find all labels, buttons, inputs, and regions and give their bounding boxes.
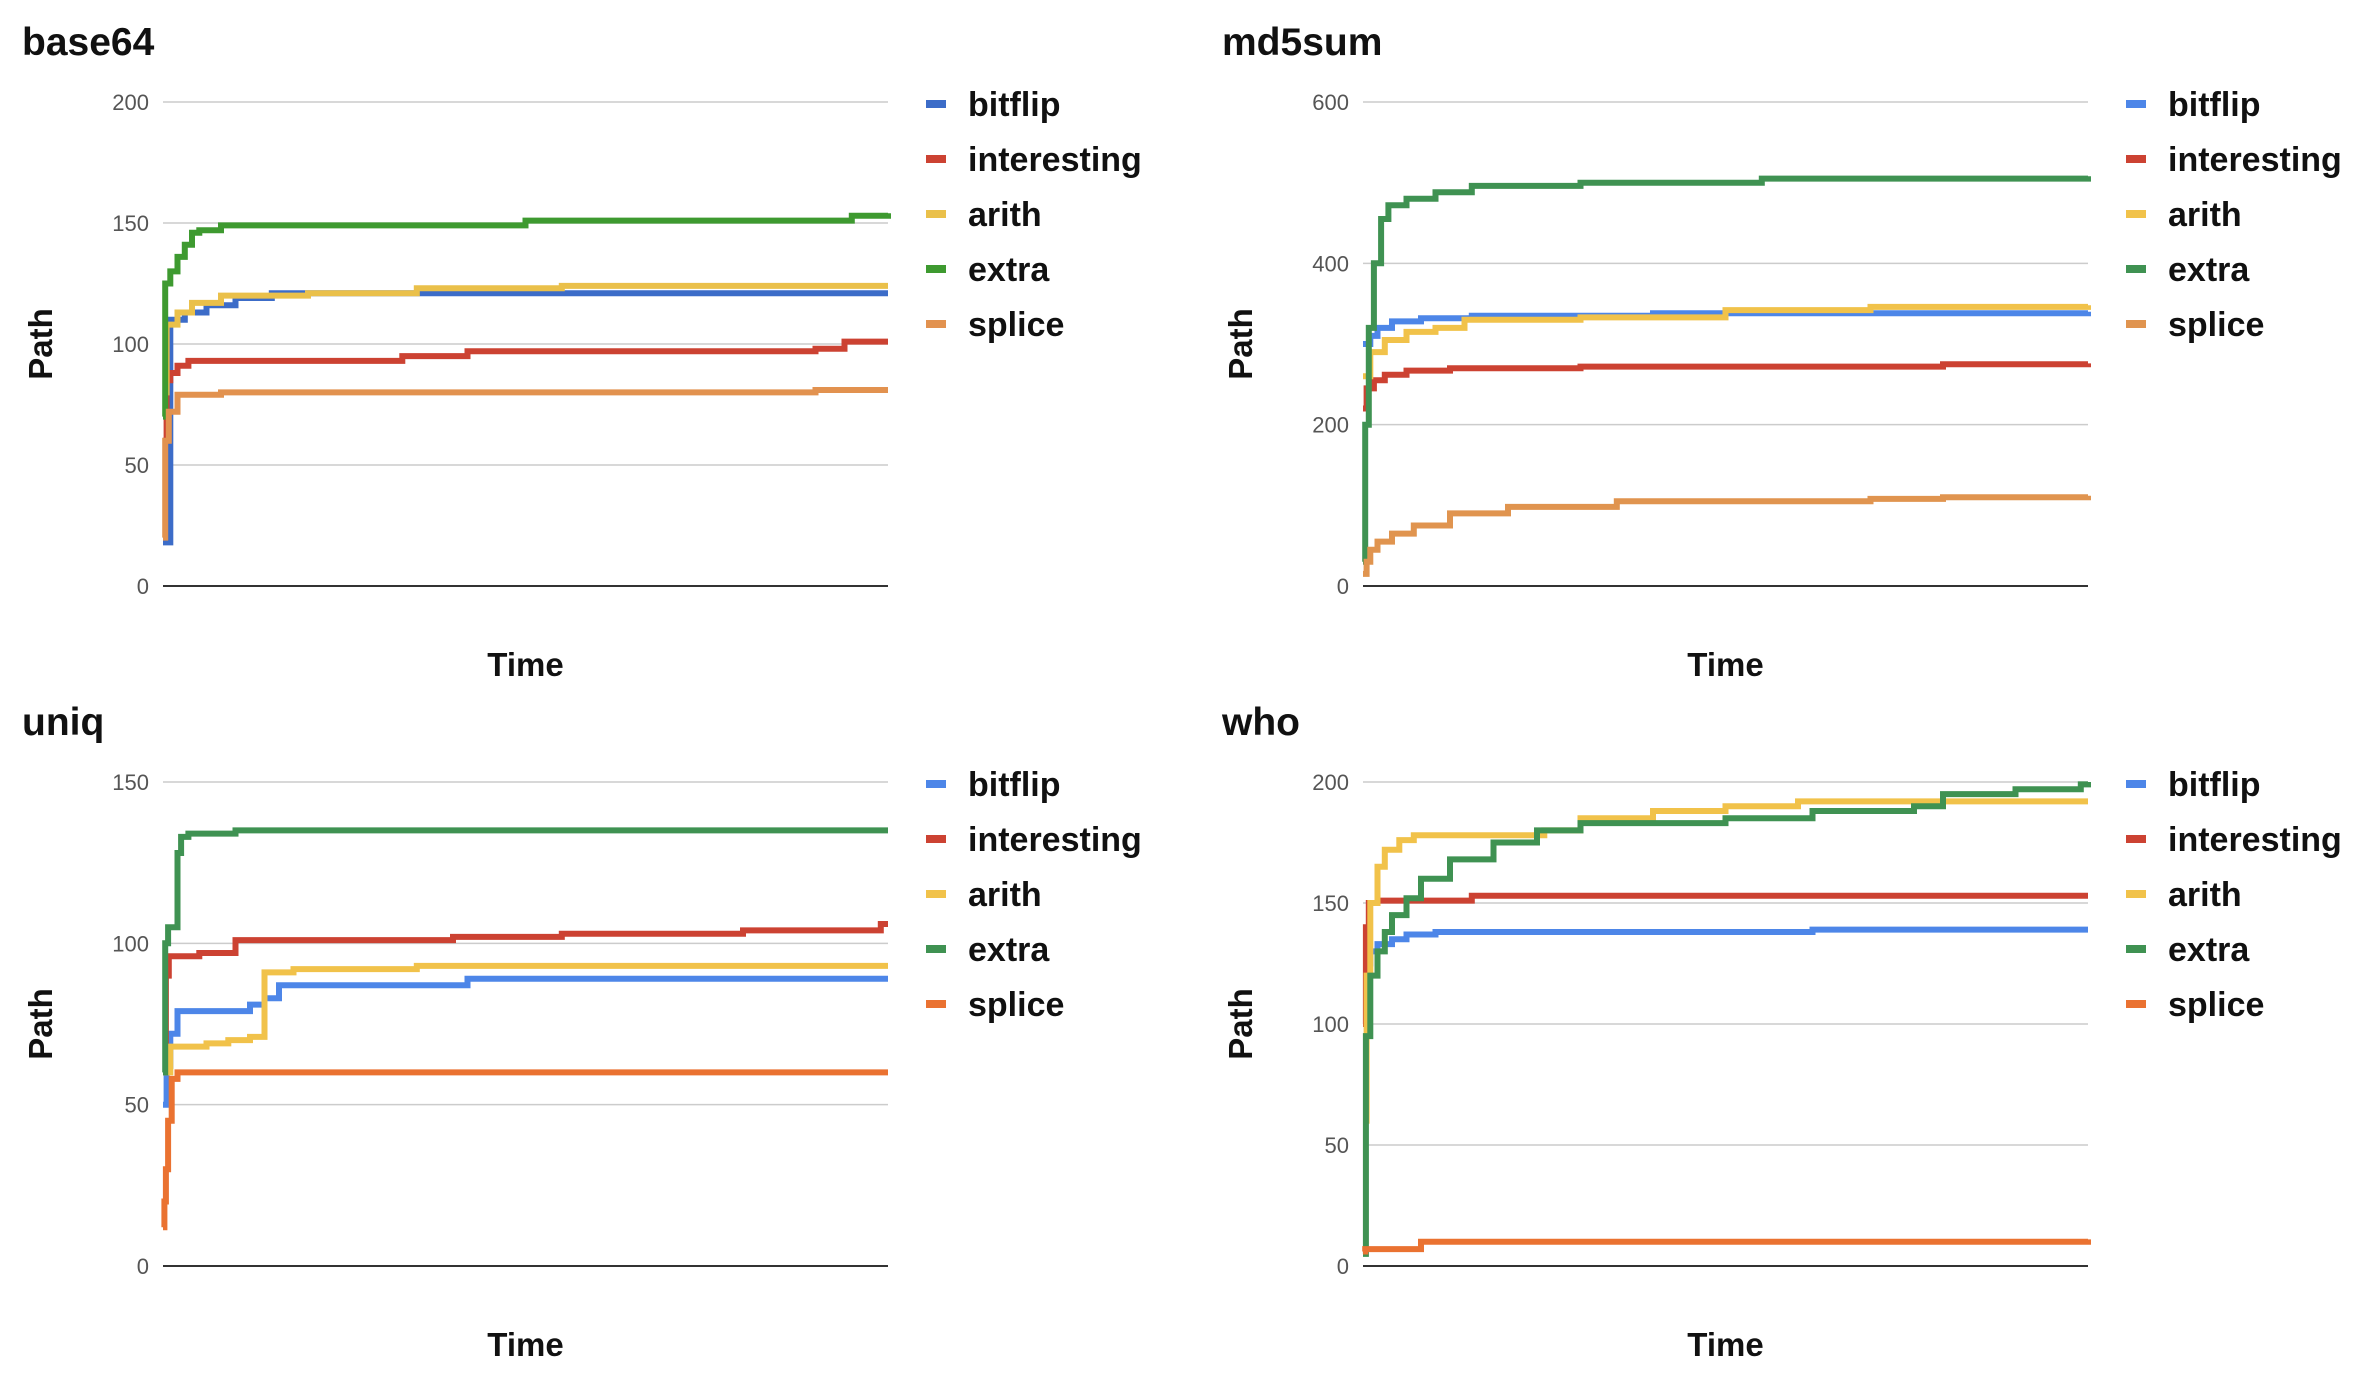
- series-line-splice: [1362, 1238, 2091, 1255]
- series-line-bitflip: [1363, 310, 2091, 347]
- legend-label-bitflip[interactable]: bitflip: [968, 766, 1061, 804]
- legend-swatch-interesting: [926, 835, 946, 843]
- series-line-bitflip: [163, 975, 888, 1108]
- chart-panel-md5sum: md5sum 0 200 400 600 Path Time bitflip interesti…: [1200, 0, 2370, 697]
- y-tick-label: 0: [1337, 1254, 1349, 1279]
- series-line-arith: [1363, 798, 2088, 1124]
- chart-svg: base64 0 50 100 150 200 Path Time bitflip interes…: [22, 21, 1142, 683]
- series-line-bitflip: [1363, 926, 2088, 1027]
- y-tick-label: 0: [137, 574, 149, 599]
- series-line-arith: [163, 282, 888, 396]
- series-line-splice: [161, 1069, 888, 1231]
- y-tick-label: 400: [1312, 251, 1349, 276]
- legend-label-extra[interactable]: extra: [2168, 931, 2250, 969]
- legend-label-arith[interactable]: arith: [968, 876, 1042, 914]
- legend-swatch-interesting: [2126, 155, 2146, 163]
- series-line-interesting: [162, 921, 888, 1076]
- legend-swatch-bitflip: [926, 100, 946, 108]
- x-axis-label: Time: [1687, 1326, 1763, 1363]
- chart-panel-base64: base64 0 50 100 150 200 Path Time bitflip interes…: [0, 0, 1185, 697]
- y-tick-label: 100: [112, 931, 149, 956]
- y-axis-label: Path: [22, 308, 59, 380]
- legend-label-extra[interactable]: extra: [968, 251, 1050, 289]
- legend-label-splice[interactable]: splice: [2168, 306, 2264, 344]
- legend-label-extra[interactable]: extra: [968, 931, 1050, 969]
- series-line-splice: [162, 387, 888, 541]
- y-tick-label: 100: [112, 332, 149, 357]
- y-tick-label: 50: [1325, 1133, 1349, 1158]
- legend-swatch-splice: [926, 320, 946, 328]
- legend-swatch-bitflip: [2126, 100, 2146, 108]
- chart-title: who: [1221, 701, 1300, 744]
- y-tick-label: 600: [1312, 90, 1349, 115]
- chart-svg: md5sum 0 200 400 600 Path Time bitflip interesti…: [1222, 21, 2342, 683]
- chart-svg: who 0 50 100 150 200 Path Time bitflip interestin…: [1221, 701, 2342, 1363]
- x-axis-label: Time: [1687, 646, 1763, 683]
- legend-swatch-splice: [926, 1000, 946, 1008]
- y-tick-label: 200: [1312, 770, 1349, 795]
- chart-title: base64: [22, 21, 155, 64]
- legend-swatch-extra: [926, 265, 946, 273]
- legend-label-splice[interactable]: splice: [968, 306, 1064, 344]
- x-axis-label: Time: [487, 646, 563, 683]
- legend-swatch-bitflip: [926, 780, 946, 788]
- y-axis-label: Path: [1222, 988, 1259, 1060]
- legend-swatch-arith: [2126, 210, 2146, 218]
- series-line-splice: [1363, 494, 2091, 577]
- legend-label-arith[interactable]: arith: [2168, 196, 2242, 234]
- legend-label-splice[interactable]: splice: [2168, 986, 2264, 1024]
- legend-swatch-arith: [926, 890, 946, 898]
- legend-swatch-arith: [926, 210, 946, 218]
- series-line-arith: [163, 962, 888, 1076]
- legend-label-arith[interactable]: arith: [968, 196, 1042, 234]
- legend-swatch-extra: [2126, 265, 2146, 273]
- y-axis-label: Path: [22, 988, 59, 1060]
- legend-label-splice[interactable]: splice: [968, 986, 1064, 1024]
- legend-label-arith[interactable]: arith: [2168, 876, 2242, 914]
- legend-label-bitflip[interactable]: bitflip: [2168, 86, 2261, 124]
- legend-label-bitflip[interactable]: bitflip: [2168, 766, 2261, 804]
- legend-swatch-splice: [2126, 320, 2146, 328]
- legend-swatch-interesting: [2126, 835, 2146, 843]
- series-line-interesting: [1363, 361, 2091, 412]
- series-line-bitflip: [163, 290, 888, 546]
- chart-title: uniq: [22, 701, 104, 744]
- legend-swatch-interesting: [926, 155, 946, 163]
- legend-label-interesting[interactable]: interesting: [968, 141, 1142, 179]
- legend-swatch-arith: [2126, 890, 2146, 898]
- legend-label-interesting[interactable]: interesting: [968, 821, 1142, 859]
- y-tick-label: 50: [125, 1093, 149, 1118]
- y-tick-label: 150: [1312, 891, 1349, 916]
- legend-label-interesting[interactable]: interesting: [2168, 821, 2342, 859]
- series-line-extra: [162, 827, 888, 1076]
- y-tick-label: 0: [137, 1254, 149, 1279]
- chart-svg: uniq 0 50 100 150 Path Time bitflip interesting a…: [22, 701, 1142, 1363]
- x-axis-label: Time: [487, 1326, 563, 1363]
- y-tick-label: 150: [112, 211, 149, 236]
- y-tick-label: 100: [1312, 1012, 1349, 1037]
- chart-title: md5sum: [1222, 21, 1382, 64]
- series-line-extra: [162, 212, 891, 420]
- chart-panel-who: who 0 50 100 150 200 Path Time bitflip interestin…: [1200, 680, 2370, 1377]
- y-tick-label: 0: [1337, 574, 1349, 599]
- legend-label-bitflip[interactable]: bitflip: [968, 86, 1061, 124]
- series-line-arith: [1363, 303, 2091, 380]
- y-tick-label: 50: [125, 453, 149, 478]
- chart-panel-uniq: uniq 0 50 100 150 Path Time bitflip interesting a…: [0, 680, 1185, 1377]
- series-line-interesting: [1362, 892, 2088, 1027]
- y-tick-label: 200: [1312, 413, 1349, 438]
- legend-label-interesting[interactable]: interesting: [2168, 141, 2342, 179]
- y-axis-label: Path: [1222, 308, 1259, 380]
- series-line-interesting: [163, 338, 888, 444]
- legend-label-extra[interactable]: extra: [2168, 251, 2250, 289]
- series-line-extra: [1362, 781, 2091, 1257]
- legend-swatch-bitflip: [2126, 780, 2146, 788]
- legend-swatch-extra: [2126, 945, 2146, 953]
- series-line-extra: [1362, 175, 2091, 565]
- legend-swatch-extra: [926, 945, 946, 953]
- y-tick-label: 200: [112, 90, 149, 115]
- y-tick-label: 150: [112, 770, 149, 795]
- legend-swatch-splice: [2126, 1000, 2146, 1008]
